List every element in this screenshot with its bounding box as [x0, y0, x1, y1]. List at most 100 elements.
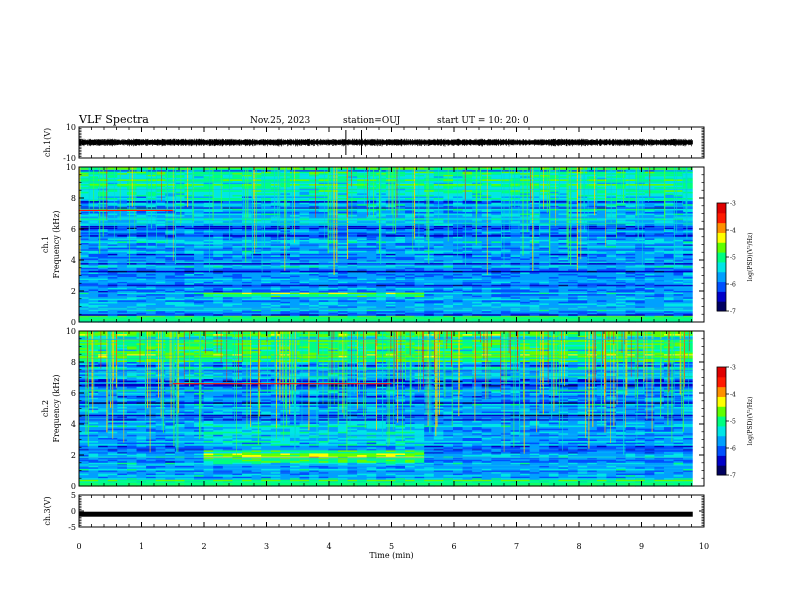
spectrogram-cell — [376, 252, 387, 255]
spectrogram-cell — [136, 256, 147, 260]
spectrogram-cell — [328, 269, 339, 272]
spectrogram-cell — [366, 171, 377, 174]
spectrogram-cell — [443, 264, 454, 267]
spectrogram-cell — [414, 238, 425, 241]
spectrogram-cell — [79, 264, 90, 267]
spectrogram-cell — [376, 190, 387, 193]
spectrogram-cell — [366, 239, 377, 242]
spectrogram-cell — [462, 187, 473, 190]
spectrogram-cell — [347, 314, 358, 317]
spectrogram-cell — [155, 311, 166, 314]
spectrogram-cell — [366, 295, 377, 298]
spectrogram-cell — [481, 256, 492, 260]
spectrogram-cell — [481, 233, 492, 236]
spectrogram-cell — [328, 311, 339, 314]
spectrogram-cell — [213, 292, 224, 295]
spectrogram-cell — [261, 301, 272, 304]
spectrogram-cell — [242, 225, 253, 229]
spectrogram-cell — [184, 309, 195, 312]
spectrogram-cell — [261, 297, 272, 300]
spectrogram-cell — [472, 233, 483, 236]
spectrogram-cell — [347, 170, 358, 173]
spectrogram-cell — [299, 263, 310, 266]
spectrogram-cell — [222, 300, 234, 303]
spectrogram-cell — [366, 246, 377, 249]
spectrogram-cell — [251, 278, 262, 281]
spectrogram-cell — [289, 194, 301, 198]
spectrogram-cell — [318, 216, 329, 219]
spectrogram-cell — [337, 281, 349, 284]
spectrogram-cell — [376, 180, 387, 184]
spectrogram-cell — [433, 202, 445, 205]
spectrogram-cell — [261, 235, 272, 238]
spectrogram-cell — [213, 184, 224, 187]
spectrogram-cell — [213, 182, 224, 185]
spectrogram-cell — [232, 277, 243, 280]
spectrogram-cell — [414, 171, 425, 174]
spectrogram-cell — [453, 292, 464, 295]
spectrogram-cell — [117, 289, 128, 292]
spectrogram-cell — [155, 258, 166, 261]
spectrogram-cell — [328, 180, 339, 184]
spectrogram-cell — [328, 287, 339, 291]
spectrogram-cell — [462, 193, 473, 196]
spectrogram-cell — [299, 246, 310, 249]
spectrogram-cell — [414, 314, 425, 317]
spectrogram-cell — [194, 213, 205, 216]
spectrogram-cell — [165, 256, 176, 260]
spectrogram-cell — [433, 173, 445, 176]
spectrogram-cell — [174, 304, 186, 308]
spectrogram-cell — [213, 300, 224, 303]
spectrogram-cell — [385, 185, 397, 188]
spectrogram-cell — [366, 211, 377, 215]
spectrogram-cell — [299, 267, 310, 270]
spectrogram-cell — [385, 218, 397, 221]
spectrogram-cell — [280, 242, 291, 246]
spectrogram-cell — [357, 269, 368, 272]
spectrogram-cell — [232, 255, 243, 258]
spectrogram-cell — [242, 171, 253, 174]
spectrogram-cell — [232, 301, 243, 304]
spectrogram-cell — [280, 283, 291, 286]
spectrogram-cell — [126, 309, 138, 312]
spectrogram-cell — [328, 238, 339, 241]
spectrogram-cell — [261, 236, 272, 239]
spectrogram-cell — [222, 281, 234, 284]
spectrogram-cell — [462, 249, 473, 252]
spectrogram-cell — [385, 170, 397, 173]
spectrogram-cell — [155, 213, 166, 216]
spectrogram-cell — [270, 196, 281, 199]
spectrogram-cell — [366, 199, 377, 202]
spectrogram-cell — [222, 187, 234, 190]
spectrogram-cell — [462, 303, 473, 306]
spectrogram-cell — [79, 258, 90, 261]
spectrogram-cell — [213, 187, 224, 190]
spectrogram-cell — [309, 216, 320, 219]
spectrogram-cell — [357, 232, 368, 235]
spectrogram-cell — [222, 294, 234, 297]
spectrogram-cell — [462, 312, 473, 315]
spectrogram-cell — [424, 267, 435, 270]
spectrogram-cell — [184, 235, 195, 238]
spectrogram-cell — [242, 201, 253, 204]
spectrogram-cell — [117, 179, 128, 182]
spectrogram-cell — [270, 171, 281, 174]
spectrogram-cell — [232, 199, 243, 202]
spectrogram-cell — [289, 270, 301, 273]
spectrogram-cell — [165, 215, 176, 218]
spectrogram-cell — [328, 179, 339, 182]
spectrogram-cell — [309, 294, 320, 297]
spectrogram-cell — [424, 283, 435, 286]
spectrogram-cell — [98, 242, 109, 246]
spectrogram-cell — [232, 218, 243, 221]
spectrogram-cell — [414, 211, 425, 215]
spectrogram-cell — [88, 232, 99, 235]
spectrogram-cell — [155, 250, 166, 253]
spectrogram-cell — [213, 191, 224, 194]
spectrogram-cell — [213, 242, 224, 246]
spectrogram-cell — [155, 260, 166, 263]
spectrogram-cell — [357, 227, 368, 230]
spectrogram-cell — [357, 193, 368, 196]
spectrogram-cell — [299, 229, 310, 232]
spectrogram-cell — [117, 283, 128, 286]
